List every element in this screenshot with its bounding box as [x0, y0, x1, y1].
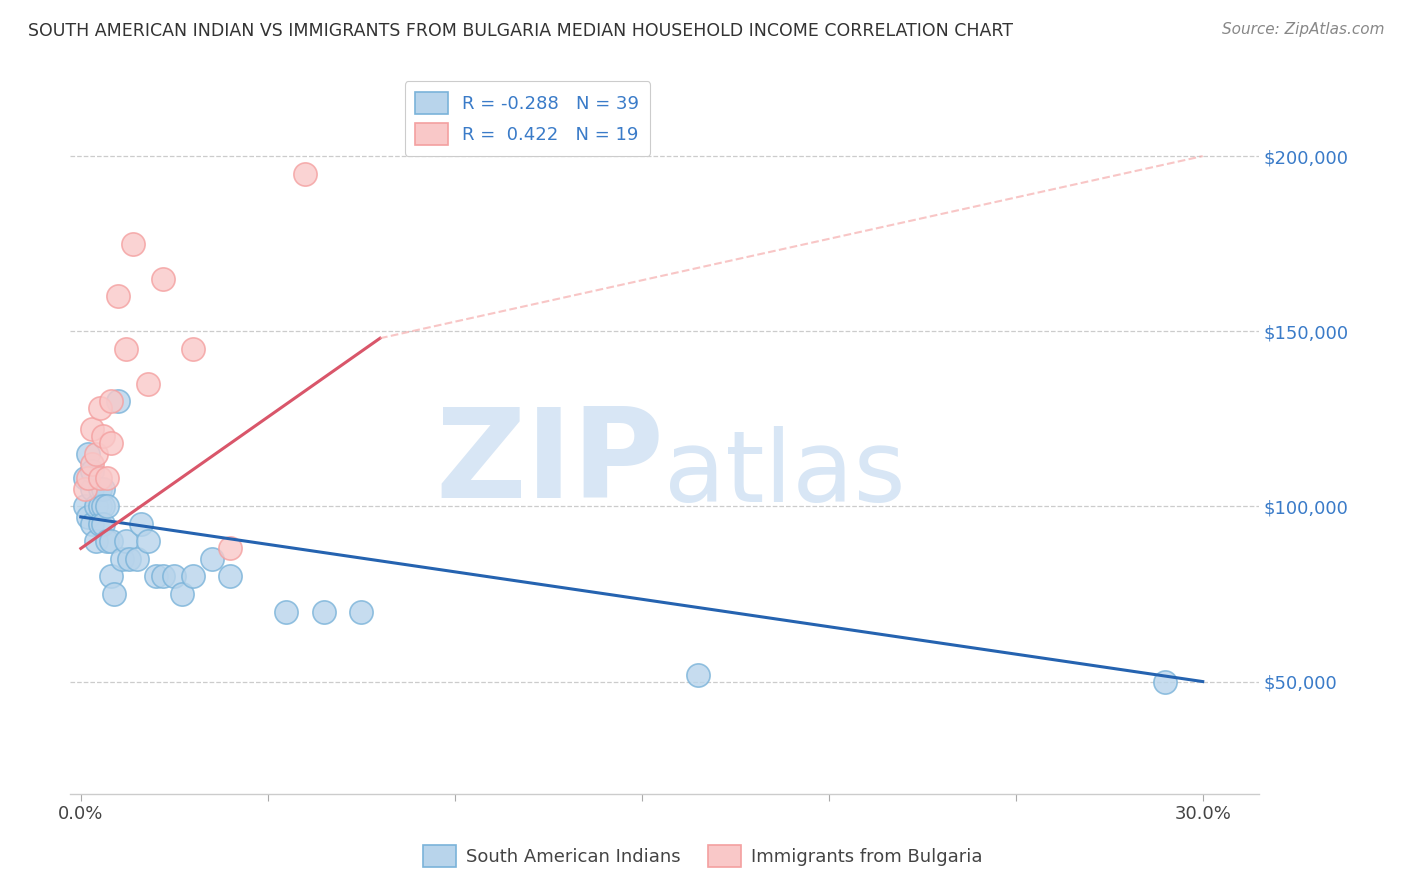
Point — [103, 587, 125, 601]
Point — [77, 471, 100, 485]
Point — [80, 464, 103, 478]
Point — [80, 458, 103, 472]
Point — [73, 500, 96, 514]
Point — [77, 510, 100, 524]
Point — [80, 482, 103, 496]
Point — [181, 342, 204, 356]
Point — [114, 342, 136, 356]
Point — [219, 569, 242, 583]
Point — [312, 605, 335, 619]
Point — [91, 482, 114, 496]
Point — [91, 500, 114, 514]
Point — [201, 552, 224, 566]
Point — [1154, 674, 1177, 689]
Point — [89, 401, 111, 416]
Point — [100, 534, 122, 549]
Point — [219, 541, 242, 556]
Point — [89, 482, 111, 496]
Point — [91, 429, 114, 443]
Text: atlas: atlas — [664, 426, 905, 523]
Point — [350, 605, 373, 619]
Point — [100, 394, 122, 409]
Point — [96, 471, 118, 485]
Point — [125, 552, 148, 566]
Point — [100, 569, 122, 583]
Point — [73, 482, 96, 496]
Point — [118, 552, 141, 566]
Point — [100, 436, 122, 450]
Point — [84, 447, 107, 461]
Point — [111, 552, 134, 566]
Point — [91, 516, 114, 531]
Point — [107, 394, 129, 409]
Point — [96, 534, 118, 549]
Point — [73, 471, 96, 485]
Point — [152, 271, 174, 285]
Text: Source: ZipAtlas.com: Source: ZipAtlas.com — [1222, 22, 1385, 37]
Point — [276, 605, 298, 619]
Text: ZIP: ZIP — [436, 403, 664, 524]
Point — [163, 569, 186, 583]
Legend: South American Indians, Immigrants from Bulgaria: South American Indians, Immigrants from … — [416, 838, 990, 874]
Point — [107, 289, 129, 303]
Point — [77, 447, 100, 461]
Point — [181, 569, 204, 583]
Legend: R = -0.288   N = 39, R =  0.422   N = 19: R = -0.288 N = 39, R = 0.422 N = 19 — [405, 81, 650, 156]
Point — [122, 236, 145, 251]
Point — [80, 516, 103, 531]
Point — [114, 534, 136, 549]
Point — [84, 534, 107, 549]
Point — [96, 500, 118, 514]
Point — [129, 516, 152, 531]
Point — [89, 516, 111, 531]
Point — [145, 569, 167, 583]
Point — [136, 534, 159, 549]
Point — [89, 500, 111, 514]
Point — [686, 667, 709, 681]
Point — [80, 422, 103, 436]
Point — [170, 587, 193, 601]
Point — [152, 569, 174, 583]
Point — [84, 500, 107, 514]
Point — [89, 471, 111, 485]
Point — [294, 167, 316, 181]
Text: SOUTH AMERICAN INDIAN VS IMMIGRANTS FROM BULGARIA MEDIAN HOUSEHOLD INCOME CORREL: SOUTH AMERICAN INDIAN VS IMMIGRANTS FROM… — [28, 22, 1014, 40]
Point — [136, 376, 159, 391]
